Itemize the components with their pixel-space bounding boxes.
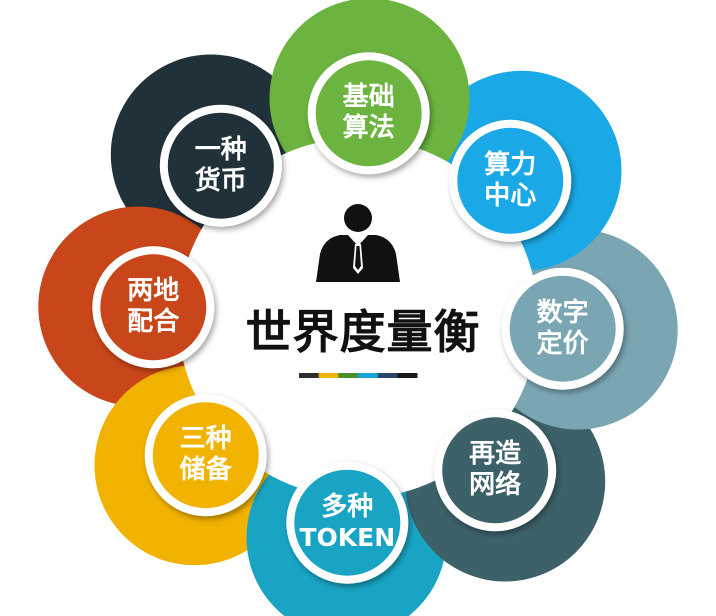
node-label-line2: 中心 (484, 180, 537, 211)
color-bar (299, 373, 418, 378)
node-badges (92, 52, 624, 584)
color-bar-segment (338, 373, 359, 378)
node-label-line1: 多种 (321, 492, 374, 523)
node-duozhong-token: 多种 TOKEN (287, 478, 407, 568)
node-jichu-suanfa: 基础 算法 (309, 68, 429, 158)
node-label-line2: 货币 (194, 165, 247, 196)
businessman-icon (316, 204, 400, 282)
badge-sanzhong-chubei (144, 394, 267, 517)
badge-jichu-suanfa (307, 52, 430, 175)
node-sanzhong-chubei: 三种 储备 (146, 410, 266, 500)
center-disc (178, 138, 538, 498)
node-label-line2: 储备 (179, 455, 232, 486)
node-label-line2: TOKEN (299, 523, 396, 553)
center-title: 世界度量衡 (245, 305, 481, 359)
node-yizhong-huobi: 一种 货币 (161, 121, 281, 211)
node-label-line2: 定价 (536, 328, 589, 359)
node-label-line1: 一种 (194, 134, 247, 165)
node-label-line1: 基础 (342, 82, 395, 113)
node-suanli-zhongxin: 算力 中心 (450, 136, 570, 226)
color-bar-segment (358, 373, 379, 378)
node-label-line1: 再造 (469, 439, 522, 470)
badge-yizhong-huobi (159, 104, 282, 227)
node-label-line1: 三种 (179, 424, 232, 454)
badge-liangdi-peihe (92, 246, 215, 369)
node-zaizao-wangluo: 再造 网络 (435, 425, 555, 515)
color-bar-segment (377, 373, 398, 378)
node-label-line2: 网络 (469, 470, 522, 501)
node-liangdi-peihe: 两地 配合 (93, 262, 213, 352)
badge-suanli-zhongxin (449, 119, 572, 242)
color-bar-segment (397, 373, 418, 378)
badge-zaizao-wangluo (434, 409, 557, 532)
badge-shuzi-dingjia (501, 267, 624, 390)
node-label-line1: 两地 (127, 276, 180, 307)
node-label-line2: 配合 (127, 307, 180, 338)
node-label-line1: 数字 (536, 297, 589, 328)
node-label-line1: 算力 (484, 149, 537, 180)
color-bar-segment (318, 373, 339, 378)
node-shuzi-dingjia: 数字 定价 (503, 284, 623, 374)
badge-duozhong-token (286, 461, 409, 584)
color-bar-segment (299, 373, 320, 378)
node-label-line2: 算法 (342, 113, 395, 144)
